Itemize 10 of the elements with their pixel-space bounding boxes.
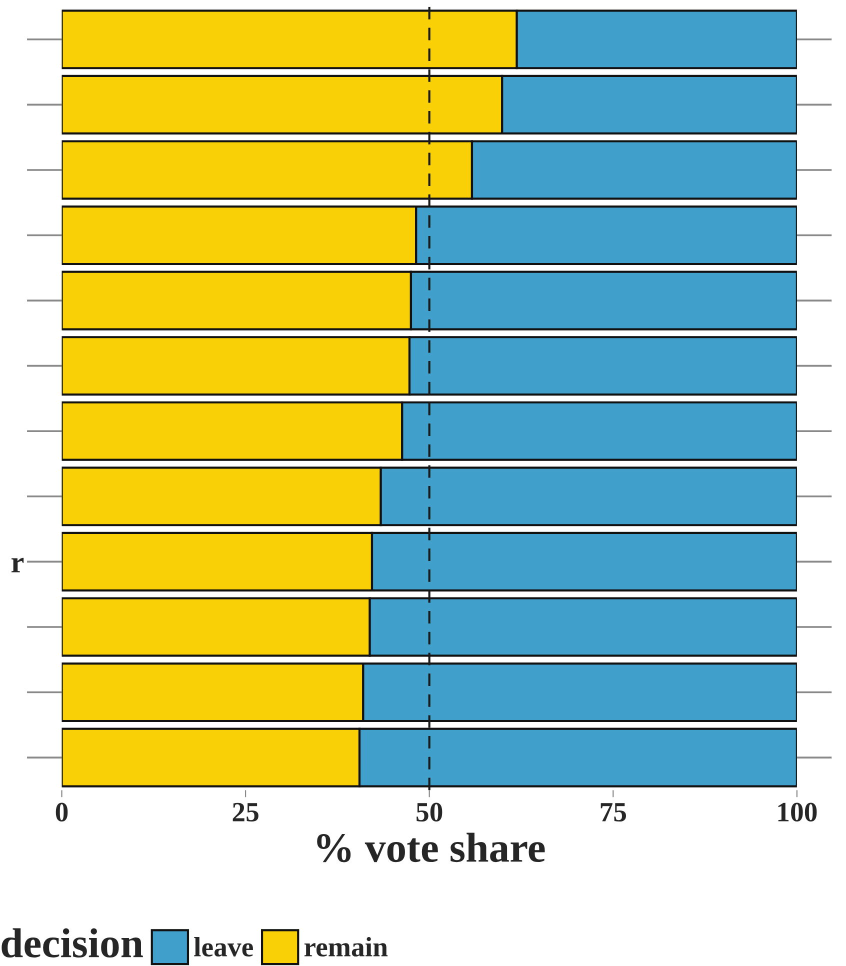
x-axis-title: % vote share [317, 832, 545, 862]
x-tick-label: 75 [600, 803, 626, 822]
legend-label: leave [194, 937, 253, 957]
x-tick-label: 25 [232, 802, 258, 822]
x-tick-label: 0 [56, 802, 68, 822]
legend-label: remain [304, 937, 388, 957]
legend-title: decision [2, 928, 143, 958]
x-tick-label: 100 [778, 802, 817, 822]
y-tick-label: r [12, 558, 24, 572]
x-tick-label: 50 [416, 802, 442, 822]
